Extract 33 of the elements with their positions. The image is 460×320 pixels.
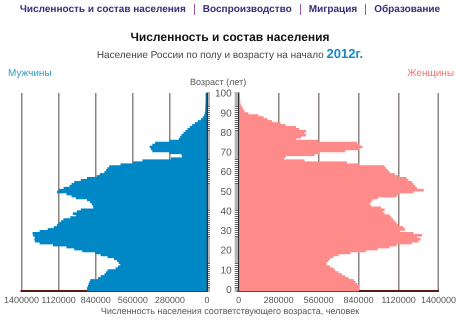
y-tick-label: 30 xyxy=(220,226,232,238)
y-axis-title: Возраст (лет) xyxy=(190,77,246,87)
chart-subtitle: Население России по полу и возрасту на начало 2012г. xyxy=(96,46,364,61)
x-axis-title: Численность населения соответствующего возраста, человек xyxy=(100,306,360,316)
text: Образование xyxy=(365,4,448,15)
y-tick-label: 90 xyxy=(220,108,232,120)
y-tick-label: 20 xyxy=(220,246,232,257)
text: Женщины xyxy=(407,68,454,79)
x-tick-label: 840000 xyxy=(344,295,374,306)
x-tick-label: 280000 xyxy=(154,295,185,306)
y-tick-label: 100 xyxy=(214,88,232,100)
chart-title: Численность и состав населения xyxy=(129,30,331,44)
x-tick-label: 1400000 xyxy=(4,295,40,306)
y-tick-label: 50 xyxy=(220,186,232,198)
text: Воспроизводство xyxy=(194,4,300,15)
x-tick-label: 560000 xyxy=(118,295,148,306)
x-tick-label: 1120000 xyxy=(381,295,416,306)
x-tick-label: 280000 xyxy=(264,295,294,306)
x-tick-label: 1120000 xyxy=(41,295,76,306)
x-tick-label: 0 xyxy=(236,295,242,306)
x-tick-label: 0 xyxy=(204,295,210,306)
y-tick-label: 0 xyxy=(226,284,232,296)
y-tick-label: 10 xyxy=(220,265,232,276)
y-tick-label: 80 xyxy=(220,128,232,139)
x-tick-label: 840000 xyxy=(80,295,111,306)
y-tick-label: 70 xyxy=(220,148,232,159)
text: Мужчины xyxy=(8,68,52,79)
text: Численность и состав населения xyxy=(18,4,187,15)
x-tick-label: 560000 xyxy=(304,295,334,306)
text: Миграция xyxy=(300,4,366,15)
y-tick-label: 60 xyxy=(220,167,232,178)
x-tick-label: 1400000 xyxy=(420,295,456,306)
y-tick-label: 40 xyxy=(220,206,232,218)
